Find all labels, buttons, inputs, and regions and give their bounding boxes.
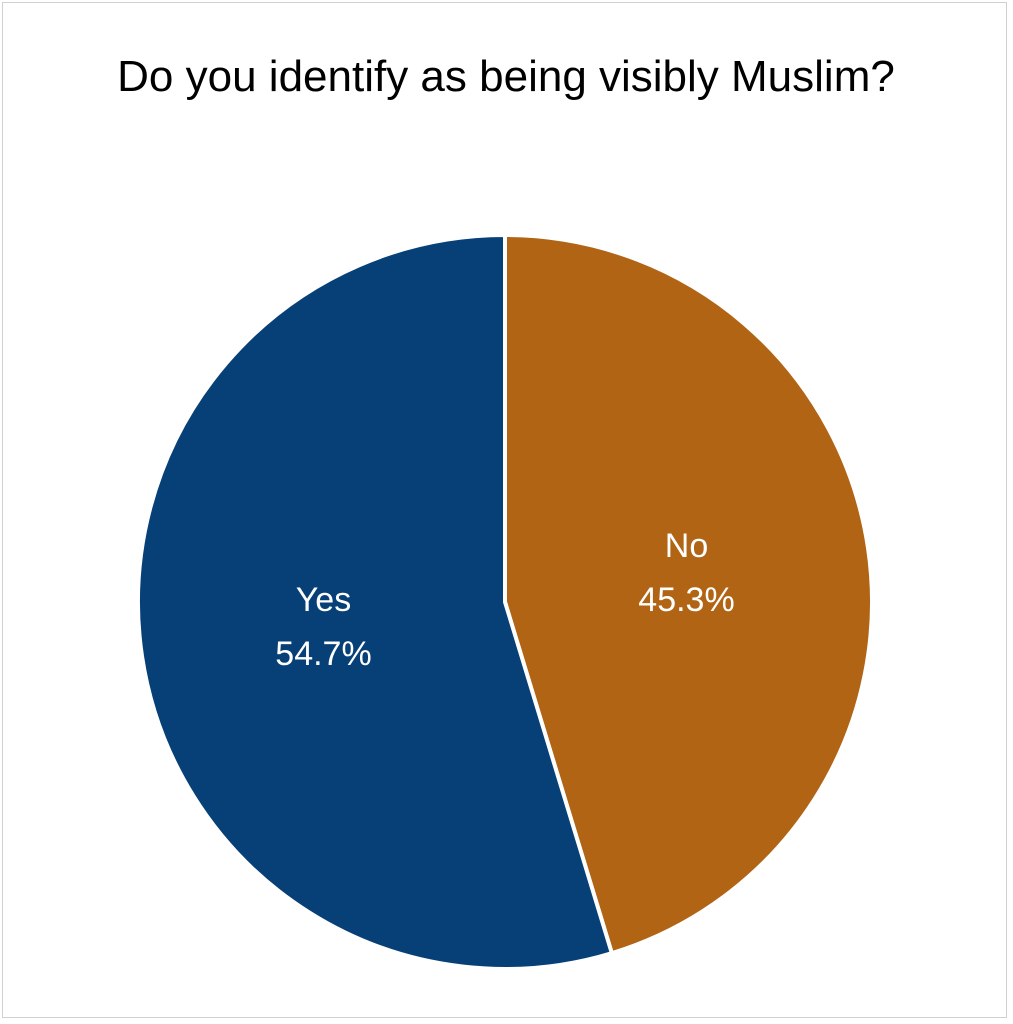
pie-slice: [503, 233, 874, 956]
slice-value-label: 45.3%: [638, 581, 734, 619]
slice-value-label: 54.7%: [275, 635, 371, 673]
slice-category-label: Yes: [296, 581, 351, 619]
chart-title: Do you identify as being visibly Muslim?: [117, 52, 895, 101]
pie-slice: [136, 233, 614, 971]
slice-category-label: No: [665, 527, 708, 565]
